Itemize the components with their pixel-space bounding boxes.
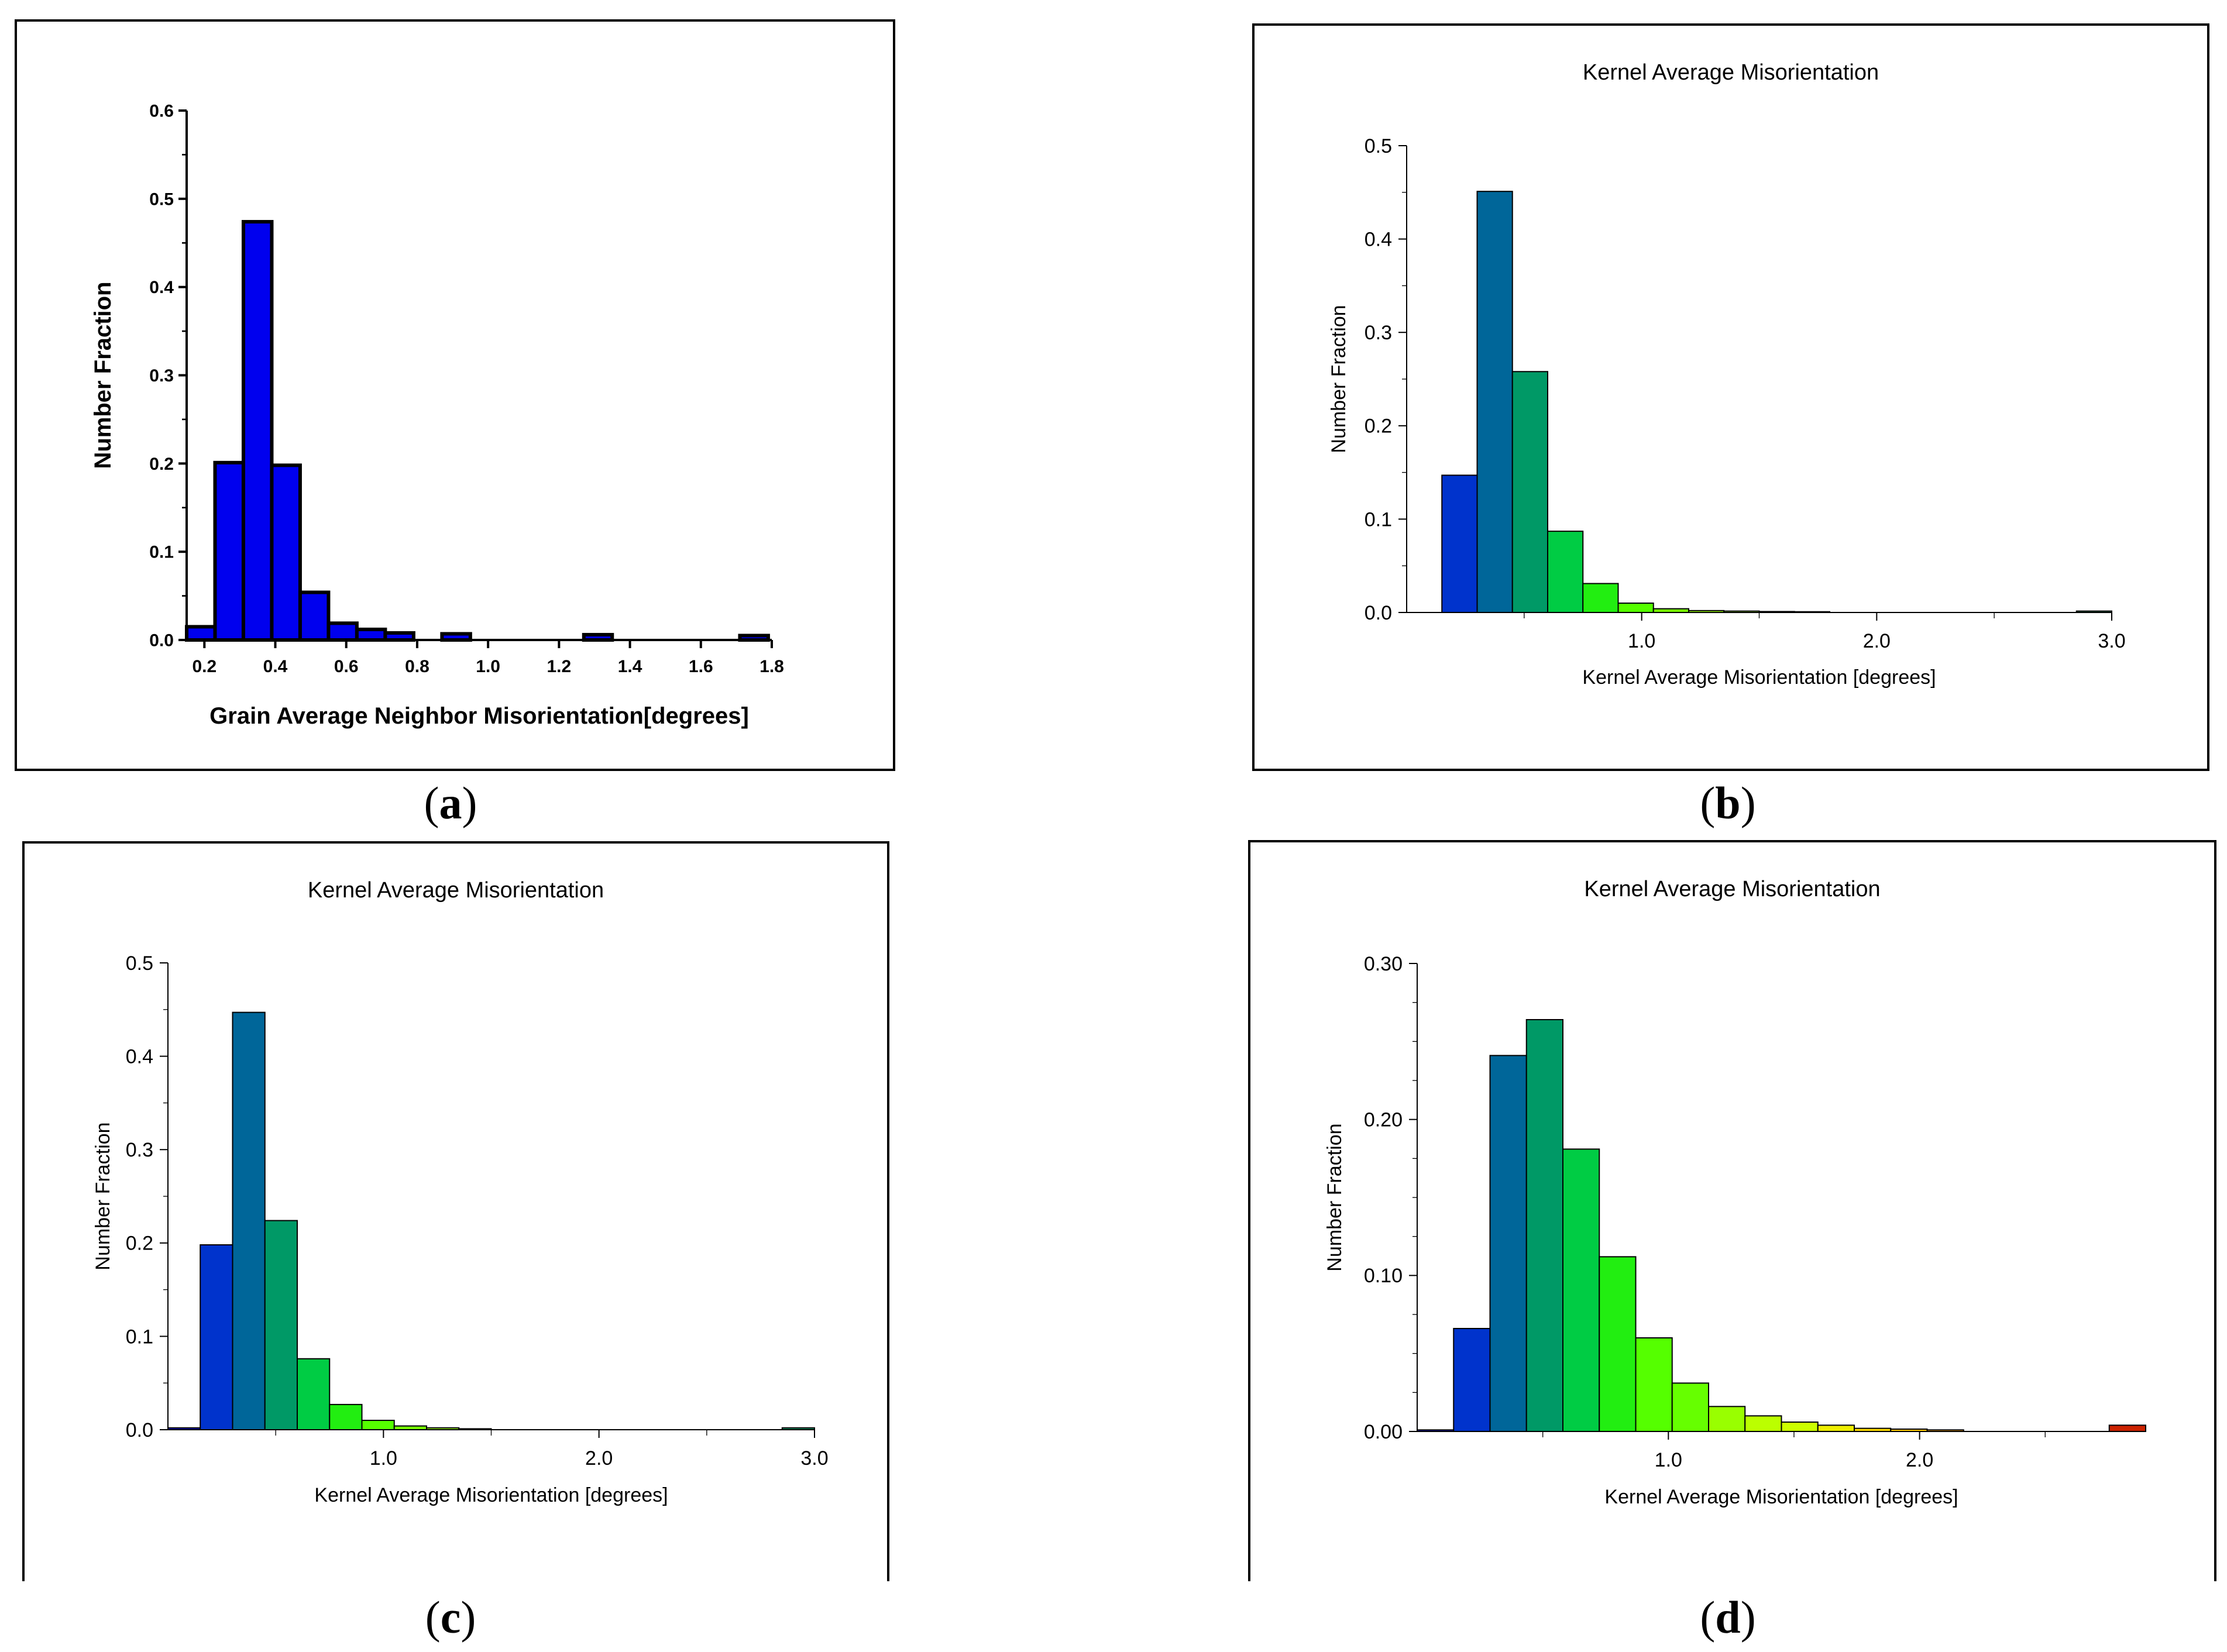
histogram-bar xyxy=(1744,1415,1782,1432)
x-axis-label: Kernel Average Misorientation [degrees] xyxy=(1604,1486,1958,1508)
x-tick-label: 0.2 xyxy=(192,657,216,676)
histogram-bar xyxy=(1511,371,1548,613)
histogram-bar xyxy=(2108,1424,2146,1432)
histogram-bar xyxy=(232,1011,266,1430)
y-tick-label: 0.20 xyxy=(1364,1109,1403,1131)
x-tick-label: 0.6 xyxy=(334,657,359,676)
histogram-bar xyxy=(213,460,245,642)
histogram-bar xyxy=(1817,1424,1855,1432)
y-tick-label: 0.3 xyxy=(126,1139,153,1161)
y-tick-label: 0.30 xyxy=(1364,953,1403,975)
y-tick-label: 0.2 xyxy=(149,455,174,474)
caption-b: (b) xyxy=(1700,777,1756,828)
y-tick-label: 0.4 xyxy=(1365,229,1392,251)
x-tick-label: 1.0 xyxy=(476,657,500,676)
histogram-bar xyxy=(329,1403,363,1431)
histogram-bar xyxy=(1476,191,1513,614)
y-tick-label: 0.3 xyxy=(149,366,174,386)
histogram-bar xyxy=(1671,1382,1709,1432)
x-tick-label: 1.0 xyxy=(370,1447,397,1469)
chart-panel-b: Kernel Average Misorientation 0.0 0.1 0.2 0.… xyxy=(1252,23,2209,771)
x-axis-label: Grain Average Neighbor Misorientation[de… xyxy=(209,703,749,729)
chart-d-svg: Kernel Average Misorientation 0.00 0.10 0.2… xyxy=(1324,877,2146,1508)
histogram-bar xyxy=(241,220,274,642)
y-tick-label: 0.0 xyxy=(149,631,174,651)
y-tick-label: 0.00 xyxy=(1364,1421,1403,1443)
histogram-bar xyxy=(1547,531,1584,614)
histogram-bar xyxy=(185,625,217,642)
histogram-bar xyxy=(1441,474,1478,613)
x-tick-label: 2.0 xyxy=(585,1447,613,1469)
x-tick-label: 1.0 xyxy=(1655,1449,1682,1471)
histogram-bar xyxy=(264,1220,298,1430)
x-tick-label: 1.4 xyxy=(618,657,642,676)
x-tick-label: 3.0 xyxy=(2098,630,2125,652)
y-tick-label: 0.6 xyxy=(149,102,174,121)
x-tick-label: 0.8 xyxy=(405,657,429,676)
y-tick-label: 0.5 xyxy=(126,952,153,975)
histogram-bar xyxy=(1617,603,1654,613)
x-tick-label: 0.4 xyxy=(263,657,288,676)
caption-a: (a) xyxy=(424,777,477,828)
chart-c-svg: Kernel Average Misorientation 0.0 0.1 0.2 0.… xyxy=(92,878,829,1506)
x-axis-label: Kernel Average Misorientation [degrees] xyxy=(314,1484,668,1506)
caption-c: (c) xyxy=(425,1592,476,1643)
histogram-bar xyxy=(297,1358,331,1430)
y-tick-label: 0.4 xyxy=(149,278,174,297)
x-tick-label: 2.0 xyxy=(1863,630,1891,652)
chart-panel-c: Kernel Average Misorientation 0.0 0.1 0.2 0.… xyxy=(22,841,889,1581)
y-tick-label: 0.3 xyxy=(1365,322,1392,344)
y-tick-label: 0.1 xyxy=(1365,508,1392,531)
histogram-bar xyxy=(1562,1148,1600,1432)
y-tick-label: 0.0 xyxy=(1365,602,1392,624)
y-tick-label: 0.5 xyxy=(149,190,174,209)
y-axis-label: Number Fraction xyxy=(1324,1123,1346,1271)
chart-a-svg: 0.0 0.1 0.2 0.3 0.4 0.5 0.6 0.2 0.4 0.6 0.8 1.0 1.2 1… xyxy=(90,102,784,729)
histogram-bar xyxy=(298,590,331,642)
chart-panel-a: 0.0 0.1 0.2 0.3 0.4 0.5 0.6 0.2 0.4 0.6 0.8 1.0 1.2 1… xyxy=(15,19,895,771)
y-tick-label: 0.4 xyxy=(126,1046,153,1068)
y-tick-label: 0.1 xyxy=(149,543,174,562)
histogram-bar xyxy=(1582,583,1619,613)
histogram-bar xyxy=(1525,1019,1563,1432)
y-tick-label: 0.10 xyxy=(1364,1265,1403,1287)
histogram-bar xyxy=(361,1420,395,1430)
x-tick-label: 1.8 xyxy=(759,657,784,676)
caption-d: (d) xyxy=(1700,1592,1756,1643)
x-tick-label: 2.0 xyxy=(1906,1449,1933,1471)
x-tick-label: 1.0 xyxy=(1628,630,1655,652)
histogram-bar xyxy=(1635,1337,1673,1432)
chart-panel-d: Kernel Average Misorientation 0.00 0.10 0.2… xyxy=(1248,840,2216,1581)
y-axis-label: Number Fraction xyxy=(1328,305,1350,453)
x-tick-label: 1.6 xyxy=(689,657,713,676)
y-axis-label: Number Fraction xyxy=(92,1122,114,1270)
histogram-bar xyxy=(1781,1422,1819,1432)
histogram-bar xyxy=(1708,1406,1746,1432)
y-tick-label: 0.1 xyxy=(126,1326,153,1348)
x-axis-label: Kernel Average Misorientation [degrees] xyxy=(1582,666,1936,689)
histogram-bar xyxy=(327,621,359,642)
x-tick-label: 1.2 xyxy=(547,657,572,676)
y-tick-label: 0.2 xyxy=(126,1233,153,1255)
histogram-bar xyxy=(270,463,302,642)
y-tick-label: 0.0 xyxy=(126,1419,153,1441)
y-axis-label: Number Fraction xyxy=(90,281,116,469)
chart-b-svg: Kernel Average Misorientation 0.0 0.1 0.2 0.… xyxy=(1328,60,2126,689)
chart-title: Kernel Average Misorientation xyxy=(1583,60,1879,85)
histogram-bar xyxy=(200,1244,233,1430)
chart-title: Kernel Average Misorientation xyxy=(308,878,604,903)
y-tick-label: 0.5 xyxy=(1365,135,1392,157)
x-tick-label: 3.0 xyxy=(800,1447,828,1469)
histogram-bar xyxy=(1453,1328,1491,1432)
histogram-bar xyxy=(1599,1256,1637,1432)
histogram-bar xyxy=(1489,1055,1527,1433)
chart-title: Kernel Average Misorientation xyxy=(1584,877,1880,901)
y-tick-label: 0.2 xyxy=(1365,415,1392,438)
histogram-bar xyxy=(355,627,387,642)
